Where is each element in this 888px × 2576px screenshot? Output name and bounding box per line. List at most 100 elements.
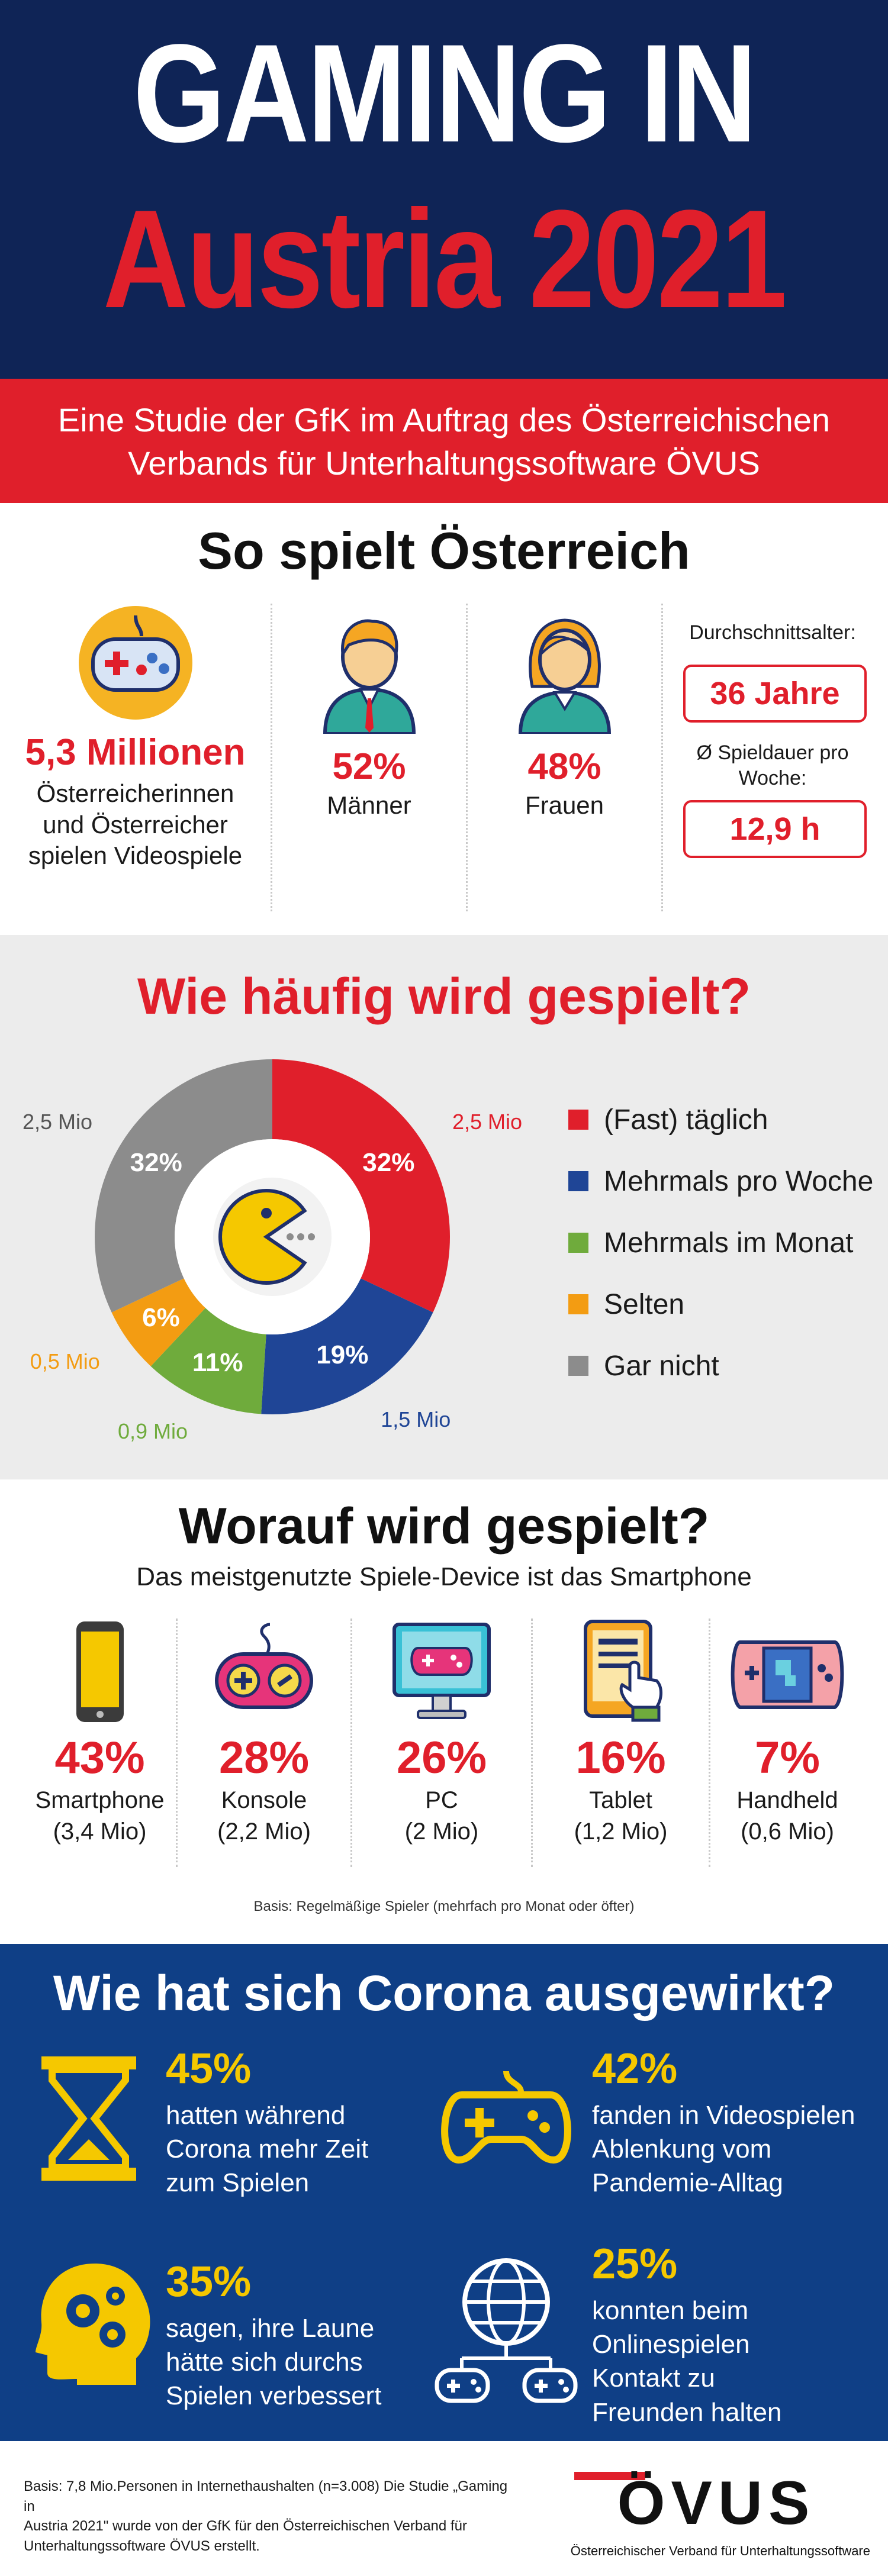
subtitle-line2: Verbands für Unterhaltungssoftware ÖVUS <box>128 444 760 482</box>
hourglass-icon <box>41 2056 136 2181</box>
frequency-donut-chart <box>59 1047 497 1432</box>
corona-item-distraction: 42% fanden in Videospielen Ablenkung vom… <box>592 2048 855 2200</box>
legend-label: Gar nicht <box>604 1350 719 1382</box>
device-handheld: 7% Handheld (0,6 Mio) <box>710 1619 864 1867</box>
corona-mood-line: Spielen verbessert <box>166 2381 382 2411</box>
donut-mio-label-4: 2,5 Mio <box>22 1110 93 1134</box>
donut-slice-0 <box>272 1059 450 1313</box>
ovus-logo-subtitle: Österreichischer Verband für Unterhaltun… <box>570 2543 870 2558</box>
head-gears-icon <box>36 2264 150 2385</box>
corona-time-line: hatten während <box>166 2101 346 2130</box>
male-pct: 52% <box>332 746 406 787</box>
donut-mio-label-0: 2,5 Mio <box>452 1110 523 1134</box>
players-text-1: Österreicherinnen <box>36 779 234 807</box>
ovus-logo-text: ÖVUS <box>617 2469 816 2530</box>
footer-basis-note: Basis: 7,8 Mio.Personen in Internethaush… <box>24 2477 521 2556</box>
console-label: Konsole <box>221 1787 307 1813</box>
smartphone-pct: 43% <box>54 1733 145 1783</box>
donut-pct-label-1: 19% <box>316 1340 369 1370</box>
donut-slice-3 <box>111 1278 206 1366</box>
donut-mio-label-3: 0,5 Mio <box>30 1349 100 1374</box>
hero-title-line1: GAMING IN <box>133 15 757 172</box>
hero-banner: GAMING IN Austria 2021 <box>0 0 888 379</box>
legend-swatch <box>568 1171 588 1191</box>
male-label: Männer <box>327 791 411 819</box>
corona-distraction-line: Pandemie-Alltag <box>592 2168 783 2198</box>
frequency-legend: (Fast) täglich Mehrmals pro Woche Mehrmals… <box>568 1089 873 1397</box>
donut-slice-2 <box>150 1308 266 1414</box>
legend-item: Selten <box>568 1274 873 1335</box>
tablet-mio: (1,2 Mio) <box>574 1819 668 1845</box>
legend-label: Mehrmals pro Woche <box>604 1165 874 1197</box>
donut-pct-label-0: 32% <box>362 1148 415 1178</box>
avg-age-label: Durchschnittsalter: <box>689 621 856 644</box>
corona-time-line: zum Spielen <box>166 2168 310 2198</box>
female-column: 48% Frauen <box>468 604 663 911</box>
corona-contact-line: konnten beim <box>592 2296 749 2325</box>
legend-label: Selten <box>604 1288 685 1320</box>
man-icon <box>323 619 416 734</box>
footer-basis-line: Basis: 7,8 Mio.Personen in Internethaush… <box>24 2478 508 2514</box>
handheld-icon <box>731 1640 844 1709</box>
hero-title-line2: Austria 2021 <box>102 181 787 337</box>
playtime-label-1: Ø Spieldauer pro <box>696 741 849 764</box>
corona-mood-line: hätte sich durchs <box>166 2348 363 2377</box>
donut-pct-label-2: 11% <box>192 1348 243 1378</box>
corona-distraction-line: fanden in Videospielen <box>592 2101 855 2130</box>
legend-item: (Fast) täglich <box>568 1089 873 1150</box>
corona-distraction-text: fanden in Videospielen Ablenkung vom Pan… <box>592 2098 855 2200</box>
legend-swatch <box>568 1110 588 1130</box>
smartphone-label: Smartphone <box>35 1787 165 1813</box>
male-column: 52% Männer <box>272 604 468 911</box>
devices-title: Worauf wird gespielt? <box>178 1498 710 1555</box>
device-console: 28% Konsole (2,2 Mio) <box>178 1619 352 1867</box>
device-pc: 26% PC (2 Mio) <box>352 1619 533 1867</box>
corona-distraction-pct: 42% <box>592 2045 678 2093</box>
legend-item: Mehrmals im Monat <box>568 1212 873 1274</box>
devices-subtitle: Das meistgenutzte Spiele-Device ist das … <box>136 1562 752 1591</box>
gamepad-icon <box>215 1623 313 1709</box>
gamepad-outline-icon <box>441 2071 571 2164</box>
stats-column: Durchschnittsalter: 36 Jahre Ø Spieldaue… <box>669 604 876 911</box>
pacman-icon <box>213 1178 332 1296</box>
pc-label: PC <box>425 1787 458 1813</box>
corona-title: Wie hat sich Corona ausgewirkt? <box>53 1965 835 2021</box>
donut-svg <box>94 1059 450 1414</box>
donut-slice-4 <box>94 1059 272 1313</box>
handheld-label: Handheld <box>736 1787 838 1813</box>
corona-contact-line: Freunden halten <box>592 2397 782 2427</box>
footer-basis-line: Austria 2021" wurde von der GfK für den … <box>24 2518 467 2535</box>
players-column: 5,3 Millionen Österreicherinnen und Öste… <box>0 604 272 911</box>
corona-item-time: 45% hatten während Corona mehr Zeit zum … <box>166 2048 368 2200</box>
frequency-title: Wie häufig wird gespielt? <box>137 968 751 1025</box>
players-value: 5,3 Millionen <box>25 732 246 773</box>
console-pct: 28% <box>218 1733 310 1783</box>
smartphone-icon <box>76 1621 124 1722</box>
female-label: Frauen <box>525 791 604 819</box>
monitor-icon <box>392 1623 491 1719</box>
device-smartphone: 43% Smartphone (3,4 Mio) <box>24 1619 178 1867</box>
corona-section <box>0 1944 888 2441</box>
avg-age-value: 36 Jahre <box>683 665 867 723</box>
corona-contact-text: konnten beim Onlinespielen Kontakt zu Fr… <box>592 2294 781 2429</box>
subtitle-band: Eine Studie der GfK im Auftrag des Öster… <box>0 379 888 503</box>
legend-swatch <box>568 1233 588 1253</box>
devices-basis-note: Basis: Regelmäßige Spieler (mehrfach pro… <box>253 1898 635 1914</box>
donut-pct-label-4: 32% <box>130 1148 182 1178</box>
corona-mood-pct: 35% <box>166 2258 252 2306</box>
playtime-label-2: Woche: <box>738 766 807 789</box>
ovus-logo: ÖVUS <box>574 2469 816 2530</box>
pc-pct: 26% <box>396 1733 487 1783</box>
legend-item: Mehrmals pro Woche <box>568 1150 873 1212</box>
legend-swatch <box>568 1294 588 1314</box>
controller-icon <box>78 606 192 720</box>
legend-swatch <box>568 1356 588 1376</box>
tablet-pct: 16% <box>575 1733 666 1783</box>
legend-label: Mehrmals im Monat <box>604 1227 854 1259</box>
corona-item-contact: 25% konnten beim Onlinespielen Kontakt z… <box>592 2243 781 2429</box>
legend-item: Gar nicht <box>568 1335 873 1397</box>
pc-mio: (2 Mio) <box>404 1819 479 1845</box>
subtitle-line1: Eine Studie der GfK im Auftrag des Öster… <box>57 401 831 439</box>
smartphone-mio: (3,4 Mio) <box>53 1819 147 1845</box>
